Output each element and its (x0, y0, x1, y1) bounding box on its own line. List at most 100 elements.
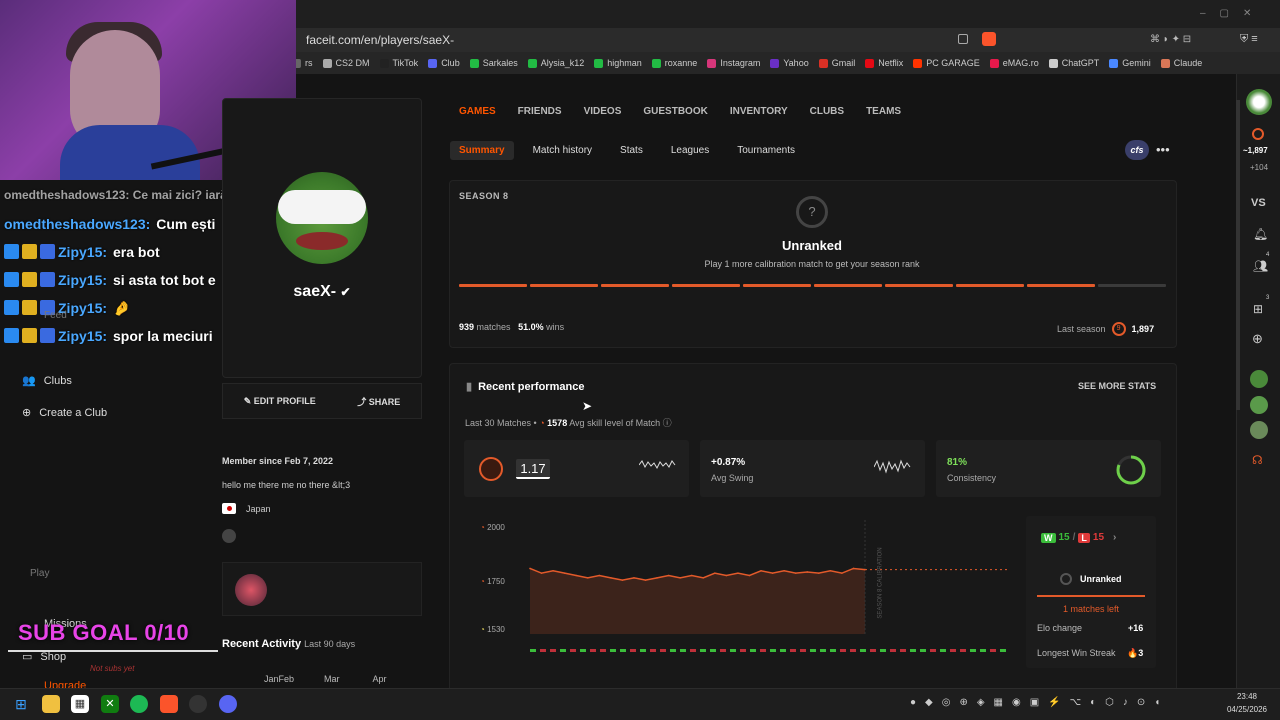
info-icon[interactable]: ⓘ (662, 418, 672, 428)
elo-point[interactable] (563, 572, 566, 574)
bookmark-item[interactable]: ChatGPT (1048, 58, 1099, 68)
nav-shop[interactable]: ▭ Shop (22, 650, 66, 664)
bookmark-item[interactable]: eMAG.ro (989, 58, 1039, 68)
match-result-mark[interactable] (970, 649, 976, 652)
more-options-icon[interactable]: ••• (1156, 142, 1170, 157)
match-result-mark[interactable] (950, 649, 956, 652)
match-result-mark[interactable] (590, 649, 596, 652)
elo-point[interactable] (725, 574, 728, 577)
subtab-stats[interactable]: Stats (620, 145, 643, 156)
match-result-mark[interactable] (650, 649, 656, 652)
match-result-mark[interactable] (720, 649, 726, 652)
nav-feed[interactable]: Feed (44, 310, 67, 321)
match-result-mark[interactable] (610, 649, 616, 652)
bookmark-item[interactable]: Alysia_k12 (527, 58, 584, 68)
obs-icon[interactable] (189, 695, 207, 713)
match-result-mark[interactable] (730, 649, 736, 652)
match-result-mark[interactable] (960, 649, 966, 652)
elo-point[interactable] (864, 568, 866, 571)
elo-point[interactable] (540, 572, 543, 574)
bookmark-item[interactable]: Claude (1160, 58, 1202, 68)
match-result-mark[interactable] (850, 649, 856, 652)
elo-point[interactable] (760, 570, 762, 572)
share-page-icon[interactable] (958, 34, 968, 44)
elo-point[interactable] (633, 577, 635, 579)
tab-guestbook[interactable]: GUESTBOOK (643, 106, 708, 117)
bookmark-item[interactable]: rs (292, 58, 313, 68)
elo-point[interactable] (737, 572, 739, 574)
subtab-match-history[interactable]: Match history (532, 145, 593, 156)
match-result-mark[interactable] (580, 649, 586, 652)
match-result-mark[interactable] (770, 649, 776, 652)
taskbar-date[interactable]: 04/25/2026 (1226, 705, 1268, 714)
match-result-mark[interactable] (550, 649, 556, 652)
elo-point[interactable] (667, 574, 670, 577)
elo-point[interactable] (771, 572, 774, 574)
match-result-mark[interactable] (820, 649, 826, 652)
brave-shield-icon[interactable] (982, 32, 996, 46)
match-result-mark[interactable] (880, 649, 886, 652)
rightbar-avatar[interactable] (1246, 89, 1272, 115)
friend-avatar-2[interactable] (1250, 396, 1268, 414)
elo-point[interactable] (598, 574, 601, 577)
elo-point[interactable] (841, 572, 843, 574)
match-result-mark[interactable] (870, 649, 876, 652)
subtab-tournaments[interactable]: Tournaments (737, 145, 796, 156)
match-result-mark[interactable] (570, 649, 576, 652)
add-icon[interactable]: ⊕ (1252, 331, 1263, 346)
match-result-mark[interactable] (930, 649, 936, 652)
versus-button[interactable]: VS (1251, 197, 1266, 209)
elo-point[interactable] (679, 577, 681, 579)
match-result-mark[interactable] (620, 649, 626, 652)
match-result-mark[interactable] (890, 649, 896, 652)
bookmark-item[interactable]: highman (594, 58, 642, 68)
elo-point[interactable] (529, 567, 531, 570)
bookmark-item[interactable]: Sarkales (469, 58, 518, 68)
subtab-summary[interactable]: Summary (450, 141, 514, 160)
edit-profile-button[interactable]: ✎ EDIT PROFILE (243, 395, 316, 406)
bookmark-item[interactable]: Netflix (865, 58, 903, 68)
subtab-leagues[interactable]: Leagues (670, 145, 710, 156)
bookmark-item[interactable]: roxanne (651, 58, 697, 68)
match-result-mark[interactable] (860, 649, 866, 652)
match-result-mark[interactable] (540, 649, 546, 652)
match-result-mark[interactable] (910, 649, 916, 652)
match-result-mark[interactable] (830, 649, 836, 652)
match-result-mark[interactable] (990, 649, 996, 652)
elo-point[interactable] (783, 570, 785, 572)
match-result-mark[interactable] (810, 649, 816, 652)
match-result-mark[interactable] (760, 649, 766, 652)
match-result-mark[interactable] (840, 649, 846, 652)
window-controls[interactable]: –▢✕ (1200, 8, 1266, 19)
page-scrollbar[interactable] (1236, 100, 1240, 410)
match-result-mark[interactable] (690, 649, 696, 652)
tab-videos[interactable]: VIDEOS (583, 106, 622, 117)
elo-point[interactable] (644, 579, 647, 581)
match-result-mark[interactable] (530, 649, 536, 652)
match-result-mark[interactable] (680, 649, 686, 652)
bookmark-item[interactable]: PC GARAGE (913, 58, 980, 68)
elo-point[interactable] (586, 577, 589, 579)
bookmark-item[interactable]: Yahoo (770, 58, 809, 68)
tab-teams[interactable]: TEAMS (866, 106, 902, 117)
match-result-mark[interactable] (1000, 649, 1006, 652)
parties-icon[interactable]: ⊞ (1253, 302, 1264, 316)
elo-point[interactable] (714, 572, 716, 574)
match-result-mark[interactable] (750, 649, 756, 652)
store-icon[interactable]: ▦ (71, 695, 89, 713)
match-result-mark[interactable] (670, 649, 676, 652)
tab-clubs[interactable]: CLUBS (809, 106, 845, 117)
share-profile-button[interactable]: ⤴ SHARE (357, 396, 401, 407)
elo-point[interactable] (690, 574, 693, 577)
elo-point[interactable] (794, 572, 797, 574)
url-input[interactable]: faceit.com/en/players/saeX- (306, 33, 455, 47)
bookmark-item[interactable]: Club (428, 58, 460, 68)
match-result-mark[interactable] (980, 649, 986, 652)
tab-games[interactable]: GAMES (459, 106, 496, 117)
elo-point[interactable] (806, 571, 809, 573)
match-result-mark[interactable] (600, 649, 606, 652)
spotify-icon[interactable] (130, 695, 148, 713)
friends-icon[interactable]: 👥︎ (1253, 259, 1269, 273)
match-result-mark[interactable] (640, 649, 646, 652)
friend-avatar-3[interactable] (1250, 421, 1268, 439)
